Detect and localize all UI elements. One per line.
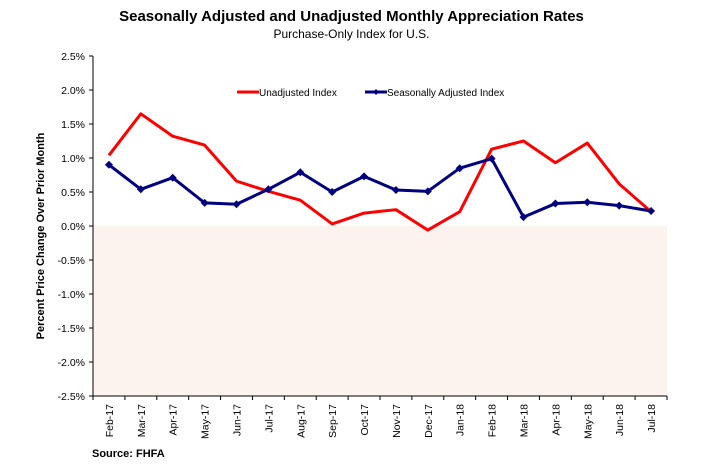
- y-tick-label: -0.5%: [58, 255, 85, 267]
- y-axis-label: Percent Price Change Over Prior Month: [35, 132, 47, 339]
- data-point: [647, 207, 656, 216]
- series-line: [107, 112, 653, 232]
- x-tick-label: Oct-17: [359, 404, 371, 436]
- y-tick-label: 1.0%: [61, 153, 85, 165]
- y-tick-label: -1.0%: [58, 289, 85, 301]
- data-point: [296, 168, 305, 177]
- data-point: [583, 198, 592, 207]
- x-tick-label: Jan-18: [455, 404, 467, 436]
- data-point: [519, 213, 528, 222]
- data-point: [264, 185, 273, 194]
- y-tick-label: 2.0%: [61, 85, 85, 97]
- y-tick-label: 0.0%: [61, 221, 85, 233]
- y-tick-label: -2.0%: [58, 357, 85, 369]
- x-tick-label: Feb-17: [104, 404, 116, 437]
- x-tick-label: Jun-17: [232, 404, 244, 436]
- x-tick-label: Mar-17: [136, 404, 148, 437]
- x-tick-label: Jun-18: [614, 404, 626, 436]
- x-tick-label: May-18: [582, 404, 594, 439]
- data-point: [391, 185, 400, 194]
- data-point: [360, 172, 369, 181]
- legend-label: Unadjusted Index: [259, 88, 337, 99]
- data-point: [455, 164, 464, 173]
- chart-title: Seasonally Adjusted and Unadjusted Month…: [119, 8, 584, 25]
- data-point: [423, 187, 432, 196]
- legend: Unadjusted Index Seasonally Adjusted Inde…: [237, 88, 504, 99]
- series-line: [108, 157, 652, 219]
- x-tick-label: Nov-17: [391, 404, 403, 438]
- series-seasonally-adjusted-index: [104, 154, 656, 222]
- data-point: [487, 154, 496, 163]
- source-note: Source: FHFA: [92, 448, 165, 460]
- x-tick-label: Feb-18: [487, 404, 499, 437]
- x-tick-label: Apr-18: [550, 404, 562, 436]
- chart-subtitle: Purchase-Only Index for U.S.: [273, 27, 430, 41]
- data-point: [615, 201, 624, 210]
- data-point: [104, 160, 113, 169]
- negative-region-shading: [93, 226, 667, 396]
- legend-marker: [373, 89, 379, 95]
- x-tick-label: Sep-17: [327, 404, 339, 438]
- legend-label: Seasonally Adjusted Index: [387, 88, 504, 99]
- y-tick-label: -1.5%: [58, 323, 85, 335]
- data-point: [328, 188, 337, 196]
- y-tick-label: 1.5%: [61, 119, 85, 131]
- x-tick-label: Jul-18: [646, 404, 658, 433]
- x-tick-label: Dec-17: [423, 404, 435, 438]
- series-unadjusted-index: [107, 112, 653, 232]
- x-tick-label: Mar-18: [519, 404, 531, 437]
- y-tick-label: 2.5%: [61, 51, 85, 63]
- data-point: [232, 200, 241, 209]
- data-point: [200, 198, 209, 207]
- y-tick-label: 0.5%: [61, 187, 85, 199]
- y-tick-label: -2.5%: [58, 391, 85, 403]
- x-tick-label: Aug-17: [295, 404, 307, 438]
- data-point: [168, 173, 177, 182]
- x-tick-label: Jul-17: [263, 404, 275, 433]
- x-tick-label: Apr-17: [168, 404, 180, 436]
- x-tick-label: May-17: [200, 404, 212, 439]
- data-point: [551, 199, 560, 208]
- data-point: [136, 185, 145, 194]
